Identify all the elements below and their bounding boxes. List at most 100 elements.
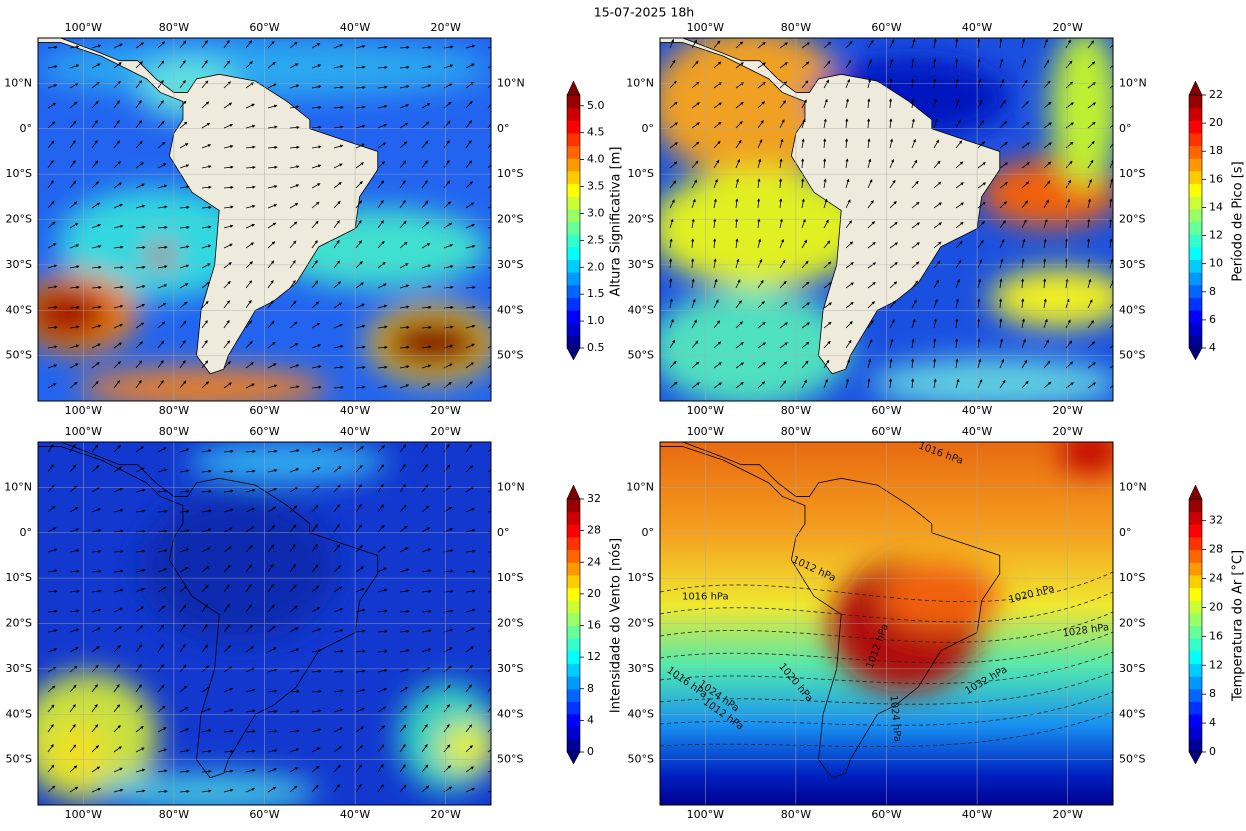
vector <box>845 220 853 229</box>
lat-tick-label: 30°S <box>1119 258 1145 271</box>
vector <box>735 382 744 389</box>
vector <box>1109 124 1113 129</box>
vector <box>1087 320 1094 329</box>
vector <box>487 590 491 593</box>
vector <box>691 298 696 309</box>
colorbar-band <box>567 574 580 589</box>
vector <box>223 508 234 513</box>
lat-tick-label: 0° <box>20 526 33 539</box>
vector <box>201 381 210 389</box>
vector <box>1109 159 1113 169</box>
vector <box>1043 180 1051 189</box>
vector <box>1065 160 1073 169</box>
vector <box>289 63 299 69</box>
vector <box>355 282 364 289</box>
colorbar-band <box>1189 221 1202 235</box>
vector <box>135 204 146 209</box>
vector <box>201 144 212 149</box>
vector <box>867 39 874 49</box>
vector <box>91 305 102 309</box>
vector <box>311 628 322 633</box>
vector <box>47 200 55 209</box>
field-blob <box>383 318 483 368</box>
vector <box>201 101 210 109</box>
vector <box>377 588 388 593</box>
vector <box>713 40 721 49</box>
vector <box>911 58 915 69</box>
vector <box>867 262 877 269</box>
vector <box>377 629 388 634</box>
vector <box>735 362 745 369</box>
vector <box>47 724 54 733</box>
colorbar-band <box>1189 549 1202 563</box>
vector <box>757 178 761 189</box>
vector <box>933 279 939 289</box>
vector <box>157 79 164 89</box>
colorbar-band <box>1189 562 1202 576</box>
vector <box>399 609 410 613</box>
vector <box>845 98 849 109</box>
vector <box>465 324 476 329</box>
vector <box>69 363 79 369</box>
vector <box>399 160 407 169</box>
vector <box>179 80 186 89</box>
vector <box>311 220 319 229</box>
vector <box>889 39 895 49</box>
vector <box>245 507 255 513</box>
lat-tick-label: 0° <box>497 122 510 135</box>
vector <box>443 101 452 109</box>
vector <box>245 61 253 69</box>
lat-tick-label: 10°N <box>4 76 32 89</box>
vector <box>933 241 942 249</box>
vector <box>757 101 766 109</box>
vector <box>955 278 960 289</box>
vector <box>933 318 937 329</box>
vector <box>933 139 939 149</box>
lon-tick-label: 20°W <box>1053 425 1083 438</box>
vector <box>1109 345 1113 349</box>
vector <box>201 644 209 653</box>
colorbar-tick-label: 1.0 <box>587 314 605 327</box>
vector <box>157 265 168 269</box>
vector <box>867 242 876 249</box>
vector <box>1087 299 1093 309</box>
vector <box>245 383 255 389</box>
vector <box>735 198 739 209</box>
vector <box>179 143 189 149</box>
vector <box>823 282 832 289</box>
vector <box>377 504 384 513</box>
isobar <box>660 671 1113 705</box>
vector <box>977 338 981 349</box>
vector <box>779 380 787 389</box>
lat-tick-label: 10°S <box>1119 571 1145 584</box>
vector <box>69 507 79 513</box>
vector <box>399 305 410 309</box>
vector <box>47 180 54 189</box>
lat-tick-label: 10°N <box>626 76 654 89</box>
vector <box>823 378 828 389</box>
vector <box>179 121 188 129</box>
vector <box>421 345 432 349</box>
vector <box>823 321 832 329</box>
vector <box>757 259 763 269</box>
vector <box>713 382 723 389</box>
vector <box>735 101 744 109</box>
vector <box>977 278 982 289</box>
colorbar-band <box>1189 688 1202 702</box>
vector <box>933 118 938 129</box>
vector <box>933 358 937 369</box>
vector <box>1021 181 1030 189</box>
vector <box>91 608 102 613</box>
vector <box>69 64 80 69</box>
vector <box>289 648 300 653</box>
isobar <box>660 691 1113 726</box>
vector <box>977 358 982 369</box>
vector <box>355 566 365 573</box>
vector <box>289 486 299 493</box>
vector <box>421 484 429 493</box>
vector <box>377 445 385 453</box>
vector <box>135 183 145 189</box>
vector <box>355 669 366 673</box>
vector <box>157 605 166 613</box>
vector <box>201 789 212 793</box>
